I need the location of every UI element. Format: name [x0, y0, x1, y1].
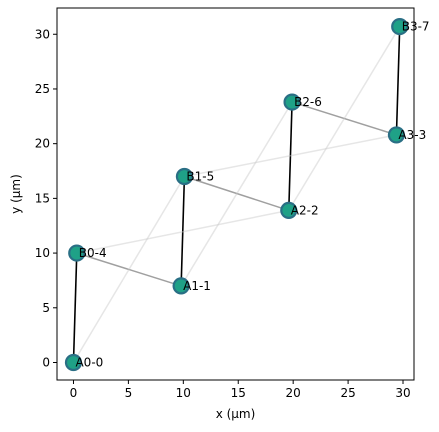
edge-A1-1-B2-6 [180, 101, 293, 287]
node-label-B0-4: B0-4 [79, 246, 107, 260]
nodes-layer [64, 18, 409, 372]
x-tick-label: 5 [125, 386, 133, 400]
node-label-B2-6: B2-6 [294, 95, 322, 109]
x-tick-label: 30 [395, 386, 410, 400]
node-label-B3-7: B3-7 [402, 20, 430, 34]
edge-A3-3-B3-7 [395, 26, 401, 135]
node-labels-layer: A0-0 B0-4 A1-1 B1-5 A2-2 B2-6 A3-3 B3-7 [75, 20, 429, 370]
edge-B1-5-A2-2 [184, 175, 290, 212]
y-tick-label: 30 [35, 27, 50, 41]
y-tick-label: 15 [35, 191, 50, 205]
x-tick-label: 15 [231, 386, 246, 400]
y-tick-label: 20 [35, 137, 50, 151]
edge-B0-4-A2-2 [76, 209, 289, 254]
x-ticks: 0 5 10 15 20 25 30 [70, 380, 411, 400]
edge-A2-2-B2-6 [287, 102, 293, 211]
node-label-A2-2: A2-2 [291, 203, 319, 217]
node-label-A0-0: A0-0 [75, 355, 103, 369]
axes-frame [56, 7, 415, 381]
edge-B2-6-A3-3 [291, 101, 397, 136]
node-label-A1-1: A1-1 [183, 279, 211, 293]
y-tick-label: 25 [35, 82, 50, 96]
x-axis-label: x (µm) [216, 407, 256, 421]
x-tick-label: 10 [176, 386, 191, 400]
node-A2-2 [280, 201, 298, 220]
node-A0-0 [64, 353, 83, 372]
edge-B1-5-A3-3 [184, 134, 397, 178]
node-A1-1 [172, 277, 190, 295]
node-B0-4 [68, 244, 86, 262]
edge-A2-2-B3-7 [288, 26, 401, 211]
x-tick-label: 0 [70, 386, 78, 400]
x-tick-label: 25 [340, 386, 355, 400]
node-B1-5 [175, 167, 194, 186]
node-B3-7 [391, 18, 409, 36]
edge-A0-0-B0-4 [72, 253, 78, 363]
node-label-A3-3: A3-3 [398, 128, 426, 142]
x-tick-label: 20 [286, 386, 301, 400]
y-axis-label: y (µm) [9, 174, 23, 214]
y-tick-label: 0 [42, 355, 50, 369]
node-label-B1-5: B1-5 [186, 169, 214, 183]
edges-layer [72, 26, 401, 363]
node-B2-6 [283, 93, 301, 111]
edge-A0-0-B1-5 [72, 176, 186, 363]
y-tick-label: 10 [35, 246, 50, 260]
y-tick-label: 5 [42, 301, 50, 315]
node-A3-3 [387, 126, 406, 144]
edge-B0-4-A1-1 [76, 252, 182, 287]
edge-A1-1-B1-5 [180, 176, 186, 286]
y-ticks: 0 5 10 15 20 25 30 [35, 27, 57, 369]
